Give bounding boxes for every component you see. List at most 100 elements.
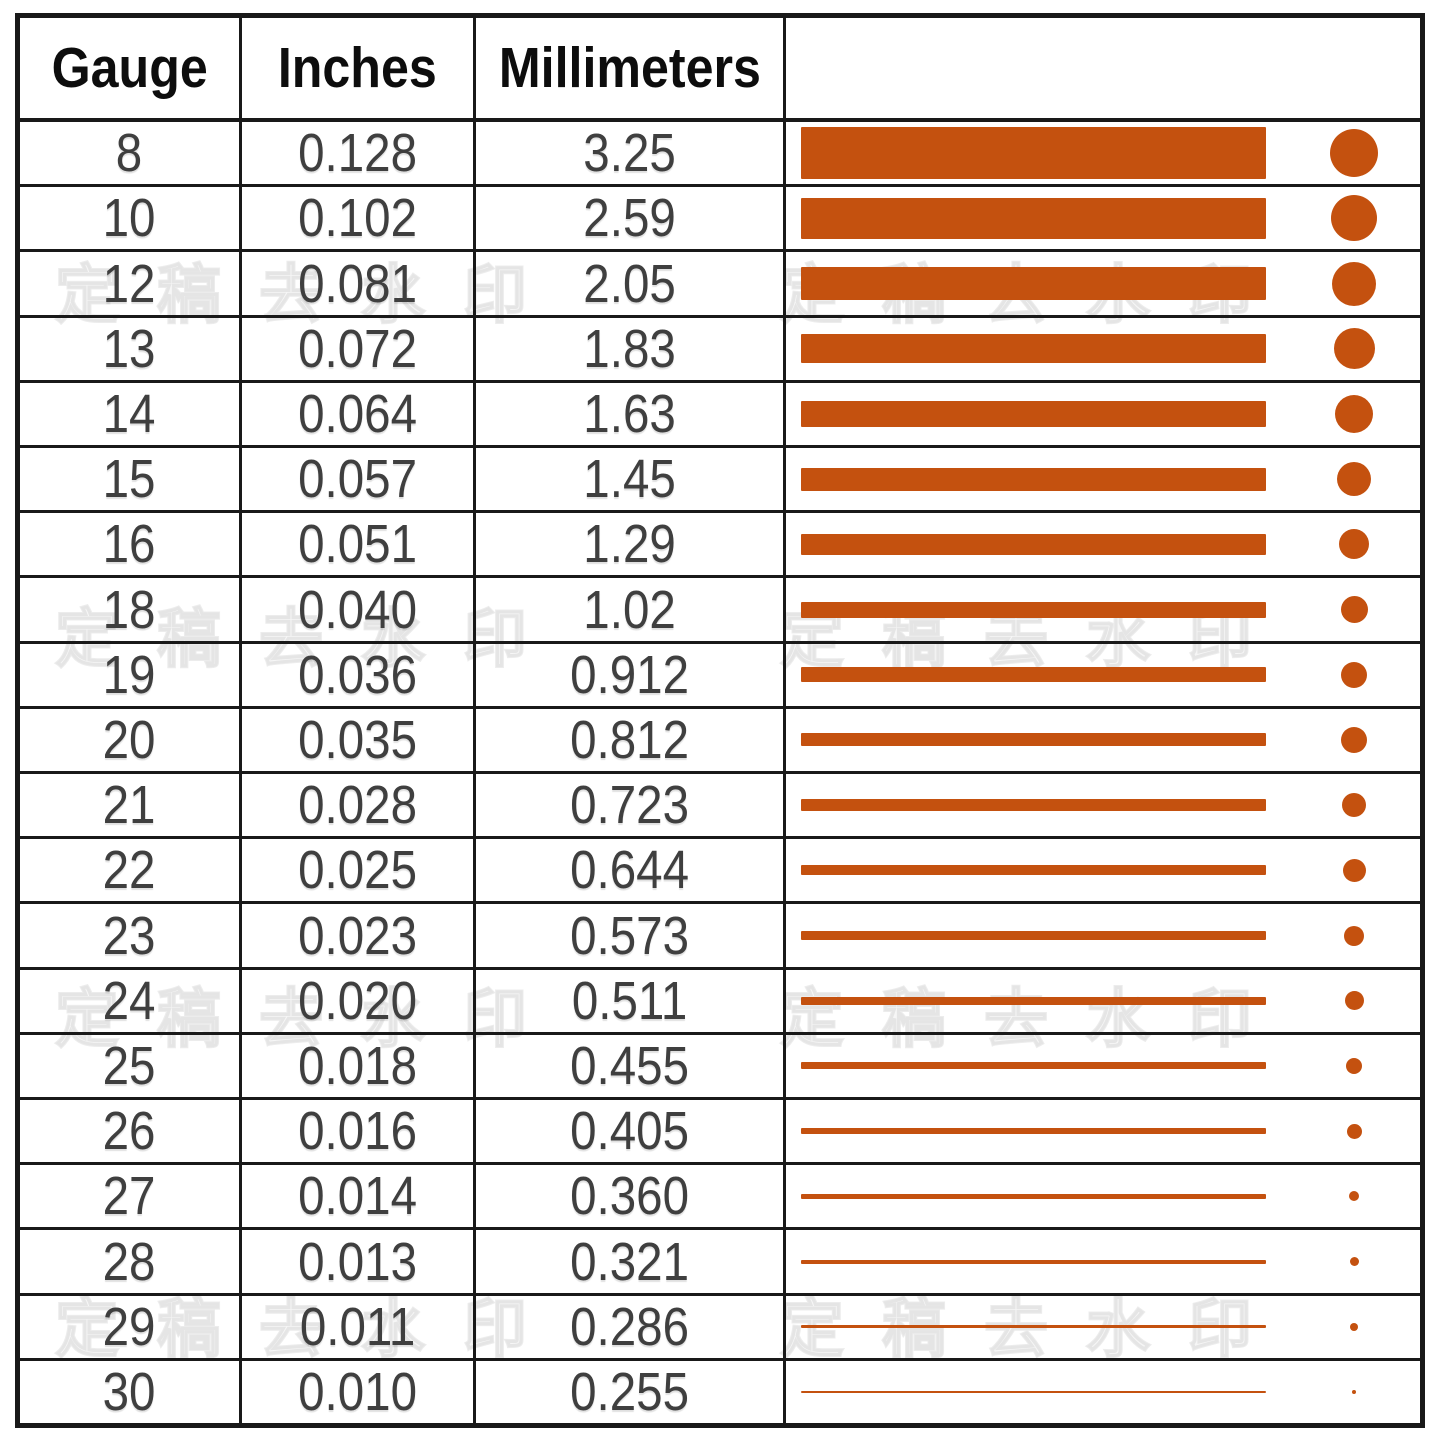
wire-cross-section-dot bbox=[1333, 328, 1375, 370]
gauge-value: 26 bbox=[103, 1101, 156, 1162]
millimeters-cell: 1.02 bbox=[476, 578, 786, 641]
millimeters-cell: 0.321 bbox=[476, 1230, 786, 1293]
wire-size-cell bbox=[786, 448, 1420, 510]
dot-wrap bbox=[1266, 1100, 1420, 1162]
gauge-cell: 28 bbox=[20, 1230, 242, 1293]
wire-cross-section-dot bbox=[1344, 925, 1364, 946]
inches-cell: 0.102 bbox=[242, 187, 476, 250]
dot-wrap bbox=[1266, 122, 1420, 184]
dot-wrap bbox=[1266, 187, 1420, 249]
millimeters-value: 0.255 bbox=[570, 1361, 689, 1422]
inches-cell: 0.128 bbox=[242, 122, 476, 185]
gauge-cell: 12 bbox=[20, 252, 242, 315]
gauge-value: 15 bbox=[103, 449, 156, 510]
inches-value: 0.035 bbox=[298, 709, 417, 770]
inches-value: 0.036 bbox=[298, 644, 417, 705]
inches-cell: 0.016 bbox=[242, 1100, 476, 1163]
inches-cell: 0.072 bbox=[242, 317, 476, 380]
gauge-cell: 16 bbox=[20, 513, 242, 576]
table-row: 22 0.025 0.644 bbox=[20, 839, 1420, 905]
table-row: 26 0.016 0.405 bbox=[20, 1100, 1420, 1166]
millimeters-value: 1.29 bbox=[583, 514, 676, 575]
wire-thickness-bar bbox=[801, 127, 1266, 180]
millimeters-cell: 3.25 bbox=[476, 122, 786, 185]
wire-size-cell bbox=[786, 1361, 1420, 1423]
header-cell-visual bbox=[786, 18, 1420, 118]
gauge-value: 24 bbox=[103, 970, 156, 1031]
wire-thickness-bar bbox=[801, 197, 1266, 239]
wire-cross-section-dot bbox=[1340, 596, 1368, 624]
table-row: 15 0.057 1.45 bbox=[20, 448, 1420, 514]
wire-size-cell bbox=[786, 318, 1420, 380]
millimeters-cell: 0.286 bbox=[476, 1295, 786, 1358]
wire-thickness-bar bbox=[801, 1128, 1266, 1135]
inches-value: 0.013 bbox=[298, 1231, 417, 1292]
wire-thickness-bar bbox=[801, 533, 1266, 555]
dot-wrap bbox=[1266, 252, 1420, 314]
wire-size-cell bbox=[786, 1230, 1420, 1292]
gauge-cell: 15 bbox=[20, 448, 242, 511]
gauge-cell: 19 bbox=[20, 643, 242, 706]
inches-cell: 0.036 bbox=[242, 643, 476, 706]
millimeters-value: 2.05 bbox=[583, 253, 676, 314]
millimeters-cell: 0.573 bbox=[476, 904, 786, 967]
wire-cross-section-dot bbox=[1342, 793, 1366, 818]
millimeters-cell: 0.405 bbox=[476, 1100, 786, 1163]
millimeters-value: 1.83 bbox=[583, 318, 676, 379]
wire-thickness-bar bbox=[801, 400, 1266, 427]
inches-value: 0.051 bbox=[298, 514, 417, 575]
wire-cross-section-dot bbox=[1350, 1322, 1358, 1331]
table-row: 10 0.102 2.59 bbox=[20, 187, 1420, 253]
wire-size-cell bbox=[786, 839, 1420, 901]
millimeters-value: 0.644 bbox=[570, 840, 689, 901]
wire-size-cell bbox=[786, 774, 1420, 836]
dot-wrap bbox=[1266, 448, 1420, 510]
gauge-cell: 25 bbox=[20, 1034, 242, 1098]
inches-cell: 0.023 bbox=[242, 904, 476, 967]
millimeters-value: 1.63 bbox=[583, 383, 676, 444]
wire-thickness-bar bbox=[801, 334, 1266, 364]
table-row: 12 0.081 2.05 bbox=[20, 252, 1420, 318]
inches-value: 0.128 bbox=[298, 123, 417, 184]
table-row: 14 0.064 1.63 bbox=[20, 382, 1420, 449]
wire-cross-section-dot bbox=[1346, 1123, 1362, 1139]
millimeters-cell: 1.45 bbox=[476, 448, 786, 511]
dot-wrap bbox=[1266, 1361, 1420, 1423]
gauge-cell: 13 bbox=[20, 317, 242, 380]
table-row: 29 0.011 0.286 bbox=[20, 1295, 1420, 1361]
header-label-millimeters: Millimeters bbox=[498, 36, 761, 100]
wire-size-cell bbox=[786, 1100, 1420, 1162]
table-row: 16 0.051 1.29 bbox=[20, 513, 1420, 579]
millimeters-cell: 2.05 bbox=[476, 252, 786, 315]
millimeters-cell: 0.912 bbox=[476, 643, 786, 706]
dot-wrap bbox=[1266, 318, 1420, 380]
table-row: 24 0.020 0.511 bbox=[20, 969, 1420, 1035]
millimeters-cell: 0.644 bbox=[476, 839, 786, 902]
wire-size-cell bbox=[786, 644, 1420, 706]
wire-size-cell bbox=[786, 187, 1420, 249]
millimeters-value: 0.360 bbox=[570, 1166, 689, 1227]
millimeters-cell: 0.360 bbox=[476, 1165, 786, 1228]
inches-value: 0.072 bbox=[298, 318, 417, 379]
wire-size-cell bbox=[786, 578, 1420, 640]
wire-thickness-bar bbox=[801, 467, 1266, 491]
inches-value: 0.028 bbox=[298, 775, 417, 836]
wire-cross-section-dot bbox=[1346, 1057, 1362, 1074]
gauge-value: 12 bbox=[103, 253, 156, 314]
gauge-value: 8 bbox=[116, 123, 143, 184]
gauge-cell: 26 bbox=[20, 1100, 242, 1163]
wire-size-cell bbox=[786, 383, 1420, 445]
wire-thickness-bar bbox=[801, 996, 1266, 1005]
wire-cross-section-dot bbox=[1349, 1257, 1359, 1267]
inches-cell: 0.057 bbox=[242, 448, 476, 511]
wire-thickness-bar bbox=[801, 865, 1266, 876]
millimeters-value: 0.723 bbox=[570, 775, 689, 836]
gauge-value: 21 bbox=[103, 775, 156, 836]
wire-cross-section-dot bbox=[1330, 129, 1378, 178]
wire-thickness-bar bbox=[801, 1325, 1266, 1329]
wire-thickness-bar bbox=[801, 667, 1266, 683]
dot-wrap bbox=[1266, 1035, 1420, 1097]
inches-value: 0.025 bbox=[298, 840, 417, 901]
header-label-gauge: Gauge bbox=[51, 36, 208, 100]
millimeters-value: 2.59 bbox=[583, 188, 676, 249]
